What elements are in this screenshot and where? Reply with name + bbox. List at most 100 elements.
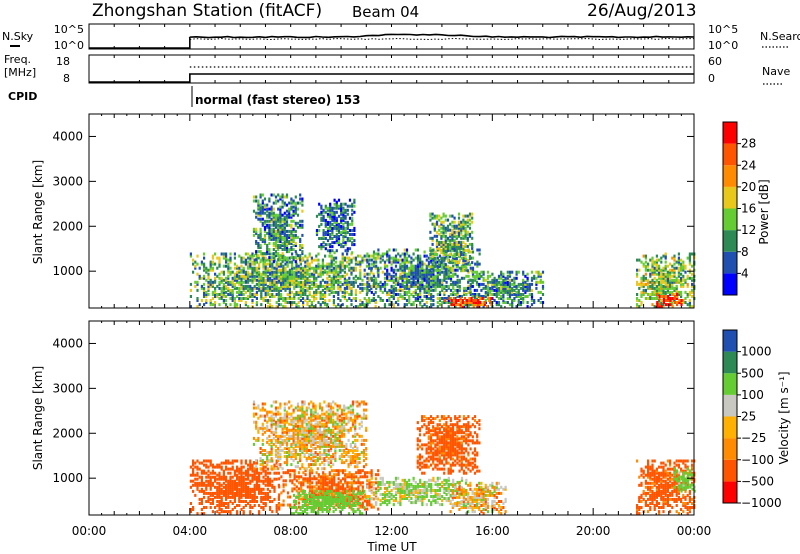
power-cell xyxy=(302,280,305,284)
power-cell xyxy=(272,211,275,215)
velocity-cell xyxy=(350,487,353,491)
power-cell xyxy=(209,264,212,268)
power-cell xyxy=(432,284,435,288)
power-cell xyxy=(451,261,454,265)
power-cell xyxy=(285,217,289,221)
power-cell xyxy=(433,214,436,218)
power-cell xyxy=(346,260,349,264)
power-cell xyxy=(247,264,250,268)
velocity-cell xyxy=(225,493,228,497)
power-cell xyxy=(277,262,280,266)
power-cell xyxy=(495,288,498,292)
velocity-cell xyxy=(220,487,223,491)
velocity-cell xyxy=(218,489,221,493)
power-cell xyxy=(308,264,311,268)
power-cell xyxy=(322,218,325,222)
power-cell xyxy=(441,264,444,268)
power-cell xyxy=(249,286,252,290)
power-cell xyxy=(335,270,338,274)
power-cell xyxy=(480,282,483,286)
power-cell xyxy=(209,266,212,270)
power-cell xyxy=(329,212,332,216)
power-cell xyxy=(539,272,542,276)
power-cell xyxy=(255,254,258,258)
power-cell xyxy=(260,274,263,278)
power-cell xyxy=(486,295,490,298)
velocity-cell xyxy=(192,471,195,475)
power-cell xyxy=(348,233,352,236)
velocity-cell xyxy=(200,479,203,483)
power-cell xyxy=(321,293,324,296)
power-cell xyxy=(329,226,332,230)
velocity-cell xyxy=(306,493,309,497)
power-cell xyxy=(211,266,214,270)
power-cell xyxy=(319,268,322,272)
power-cell xyxy=(469,278,472,282)
velocity-cell xyxy=(311,471,314,475)
power-cell xyxy=(460,220,463,224)
power-cell xyxy=(299,197,302,201)
power-cell xyxy=(259,193,262,197)
power-cell xyxy=(394,260,398,264)
power-cell xyxy=(508,274,512,278)
power-cell xyxy=(244,278,247,282)
velocity-cell xyxy=(231,483,234,487)
power-cell xyxy=(264,268,267,272)
power-cell xyxy=(453,244,456,248)
velocity-cell xyxy=(319,475,323,479)
velocity-cell xyxy=(286,491,290,495)
power-cell xyxy=(416,299,420,302)
power-cell xyxy=(319,280,322,284)
power-cell xyxy=(263,260,267,264)
velocity-cell xyxy=(317,475,320,479)
power-cell xyxy=(394,280,398,284)
power-cell xyxy=(205,299,208,302)
power-cell xyxy=(342,231,345,234)
power-cell xyxy=(255,211,258,215)
velocity-cell xyxy=(315,481,318,485)
power-cell xyxy=(684,270,687,274)
velocity-cell xyxy=(286,495,290,499)
velocity-cell xyxy=(284,479,287,483)
power-cell xyxy=(441,301,444,304)
power-cell xyxy=(255,297,258,300)
power-cell xyxy=(272,227,275,231)
power-cell xyxy=(666,284,669,288)
power-cell xyxy=(262,280,265,284)
power-cell xyxy=(222,264,225,268)
power-cell xyxy=(253,284,256,288)
power-cell xyxy=(207,282,210,286)
velocity-cell xyxy=(216,465,219,469)
power-cell xyxy=(257,246,260,249)
power-cell xyxy=(429,214,432,218)
power-cell xyxy=(526,295,529,298)
power-cell xyxy=(486,270,490,274)
velocity-cell xyxy=(301,504,304,507)
power-cell xyxy=(337,266,340,270)
power-cell xyxy=(410,260,413,264)
power-cell xyxy=(664,272,667,276)
power-cell xyxy=(258,274,261,278)
power-cell xyxy=(455,242,458,246)
power-cell xyxy=(332,290,335,294)
power-cell xyxy=(647,293,650,296)
power-cell xyxy=(462,253,465,256)
power-cell xyxy=(288,270,291,274)
power-cell xyxy=(262,264,265,268)
velocity-cell xyxy=(218,495,221,499)
freq-nave-trace xyxy=(89,66,694,83)
power-cell xyxy=(443,290,446,294)
power-cell xyxy=(275,260,278,264)
power-cell xyxy=(255,278,258,282)
power-cell xyxy=(440,251,443,254)
velocity-cell xyxy=(225,459,228,463)
velocity-cell xyxy=(231,475,234,479)
velocity-cell xyxy=(218,463,221,467)
power-cell xyxy=(454,272,457,276)
power-cell xyxy=(522,286,525,290)
power-cell xyxy=(271,278,274,282)
power-cell xyxy=(517,288,520,292)
power-cell xyxy=(331,214,334,218)
power-cell xyxy=(220,286,223,290)
power-cell xyxy=(290,242,293,245)
